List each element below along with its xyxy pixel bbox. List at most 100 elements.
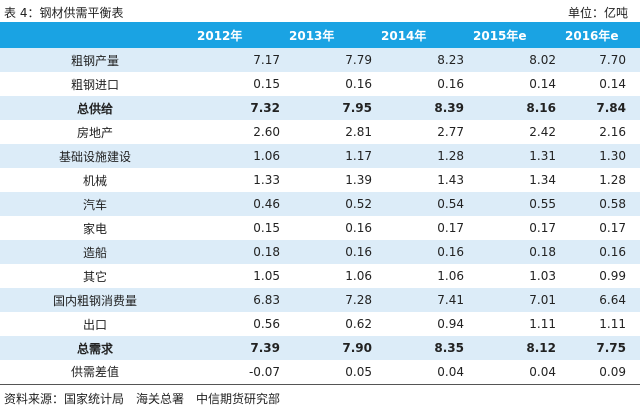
cell: 0.56 [253,317,280,331]
cell: 0.46 [253,197,280,211]
table-row: 国内粗钢消费量 6.83 7.28 7.41 7.01 6.64 [0,288,640,312]
row-label: 汽车 [82,197,107,212]
cell: 0.17 [599,221,626,235]
row-label: 总供给 [76,101,113,116]
cell: 8.16 [526,101,556,115]
cell: 2.77 [437,125,464,139]
table-row: 其它 1.05 1.06 1.06 1.03 0.99 [0,264,640,288]
cell: 8.35 [434,341,464,355]
cell: 0.17 [529,221,556,235]
table-row: 粗钢进口 0.15 0.16 0.16 0.14 0.14 [0,72,640,96]
cell: 0.52 [345,197,372,211]
cell: 0.16 [345,245,372,259]
cell: 7.70 [599,53,626,67]
row-label: 国内粗钢消费量 [52,293,137,308]
table-row: 汽车 0.46 0.52 0.54 0.55 0.58 [0,192,640,216]
cell: 0.15 [253,77,280,91]
row-label: 总需求 [76,341,113,356]
cell: 6.64 [599,293,626,307]
cell: 7.17 [253,53,280,67]
table-row: 粗钢产量 7.17 7.79 8.23 8.02 7.70 [0,48,640,72]
table-row: 总供给 7.32 7.95 8.39 8.16 7.84 [0,96,640,120]
cell: 0.15 [253,221,280,235]
cell: 0.04 [437,364,464,379]
corner [0,22,190,48]
cell: 8.12 [526,341,556,355]
cell: 6.83 [253,293,280,307]
cell: 0.05 [345,364,372,379]
cell: 7.90 [342,341,372,355]
cell: 1.17 [345,149,372,163]
source: 资料来源：国家统计局 海关总署 中信期货研究部 [4,391,281,406]
cell: 1.28 [599,173,626,187]
cell: 7.39 [250,341,280,355]
cell: -0.07 [248,364,280,379]
cell: 7.28 [345,293,372,307]
cell: 0.99 [599,269,626,283]
cell: 1.43 [437,173,464,187]
cell: 0.58 [599,197,626,211]
header-cell: 2016年e [565,28,619,43]
cell: 2.16 [599,125,626,139]
row-label: 机械 [82,173,107,188]
cell: 7.79 [345,53,372,67]
cell: 7.84 [596,101,626,115]
cell: 1.39 [345,173,372,187]
row-label: 家电 [82,221,107,236]
table-row: 总需求 7.39 7.90 8.35 8.12 7.75 [0,336,640,360]
row-label: 粗钢产量 [70,53,119,68]
cell: 1.33 [253,173,280,187]
cell: 2.81 [345,125,372,139]
cell: 7.41 [437,293,464,307]
cell: 0.14 [599,77,626,91]
cell: 1.06 [437,269,464,283]
table: 2012年 2013年 2014年 2015年e 2016年e 粗钢产量 7.17 7.79… [0,22,640,385]
cell: 7.01 [529,293,556,307]
table-title: 表 4：钢材供需平衡表 [4,6,124,20]
cell: 0.18 [253,245,280,259]
cell: 1.11 [529,317,556,331]
cell: 7.32 [250,101,280,115]
cell: 0.09 [599,364,626,379]
cell: 1.30 [599,149,626,163]
cell: 0.62 [345,317,372,331]
cell: 1.11 [599,317,626,331]
header-cell: 2012年 [197,28,243,43]
cell: 2.60 [253,125,280,139]
cell: 1.31 [529,149,556,163]
row-label: 其它 [82,269,107,284]
cell: 0.16 [345,221,372,235]
row-label: 供需差值 [70,365,119,380]
cell: 7.75 [596,341,626,355]
cell: 0.54 [437,197,464,211]
cell: 0.16 [437,77,464,91]
cell: 0.55 [529,197,556,211]
cell: 0.14 [529,77,556,91]
header-cell: 2014年 [381,28,427,43]
row-label: 造船 [82,245,107,260]
cell: 1.34 [529,173,556,187]
cell: 1.28 [437,149,464,163]
row-label: 出口 [82,317,107,332]
cell: 8.39 [434,101,464,115]
cell: 1.06 [253,149,280,163]
table-row: 供需差值 -0.07 0.05 0.04 0.04 0.09 [0,360,640,384]
table-header: 2012年 2013年 2014年 2015年e 2016年e [0,22,640,48]
table-row: 出口 0.56 0.62 0.94 1.11 1.11 [0,312,640,336]
cell: 8.23 [437,53,464,67]
cell: 7.95 [342,101,372,115]
unit: 单位：亿吨 [567,6,628,20]
cell: 8.02 [529,53,556,67]
cell: 0.94 [437,317,464,331]
cell: 0.17 [437,221,464,235]
cell: 0.16 [599,245,626,259]
cell: 0.16 [345,77,372,91]
cell: 0.04 [529,364,556,379]
cell: 1.05 [253,269,280,283]
header-cell: 2013年 [289,28,335,43]
table-row: 家电 0.15 0.16 0.17 0.17 0.17 [0,216,640,240]
table-row: 机械 1.33 1.39 1.43 1.34 1.28 [0,168,640,192]
row-label: 粗钢进口 [70,77,119,92]
cell: 0.18 [529,245,556,259]
